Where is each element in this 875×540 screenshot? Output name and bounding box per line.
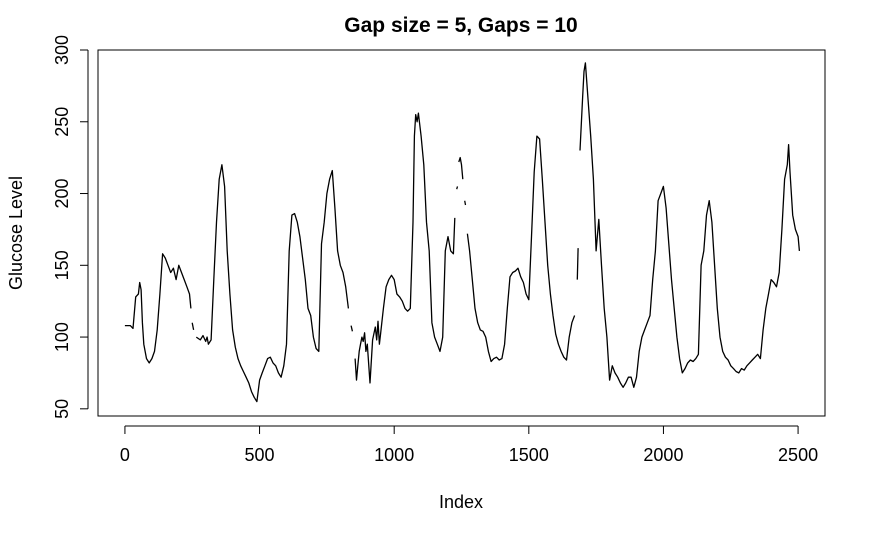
x-axis: 0 500 1000 1500 2000 2500 (120, 425, 818, 465)
series-segment (458, 156, 464, 180)
chart-title: Gap size = 5, Gaps = 10 (344, 14, 577, 37)
series-segment (124, 253, 192, 364)
x-tick-label: 2000 (643, 445, 683, 465)
x-tick-label: 2500 (778, 445, 818, 465)
series-segment (195, 164, 350, 403)
x-axis-label: Index (439, 492, 483, 512)
y-tick-label: 250 (52, 107, 72, 137)
y-tick-label: 50 (52, 399, 72, 419)
y-axis-label: Glucose Level (6, 176, 26, 290)
series-segment (191, 322, 195, 331)
x-tick-label: 1500 (509, 445, 549, 465)
x-tick-label: 500 (245, 445, 275, 465)
series-segment (579, 62, 801, 388)
plot-frame (97, 49, 826, 417)
series-segment (466, 135, 576, 363)
series-segment (350, 325, 354, 332)
glucose-series (124, 62, 801, 403)
series-segment (576, 248, 579, 280)
x-tick-label: 1000 (374, 445, 414, 465)
x-tick-label: 0 (120, 445, 130, 465)
series-segment (354, 112, 456, 384)
y-tick-label: 300 (52, 35, 72, 65)
y-tick-label: 100 (52, 322, 72, 352)
y-tick-label: 200 (52, 179, 72, 209)
y-tick-label: 150 (52, 250, 72, 280)
series-segment (464, 200, 467, 206)
y-axis: 50 100 150 200 250 300 (52, 35, 89, 419)
series-segment (456, 186, 459, 190)
